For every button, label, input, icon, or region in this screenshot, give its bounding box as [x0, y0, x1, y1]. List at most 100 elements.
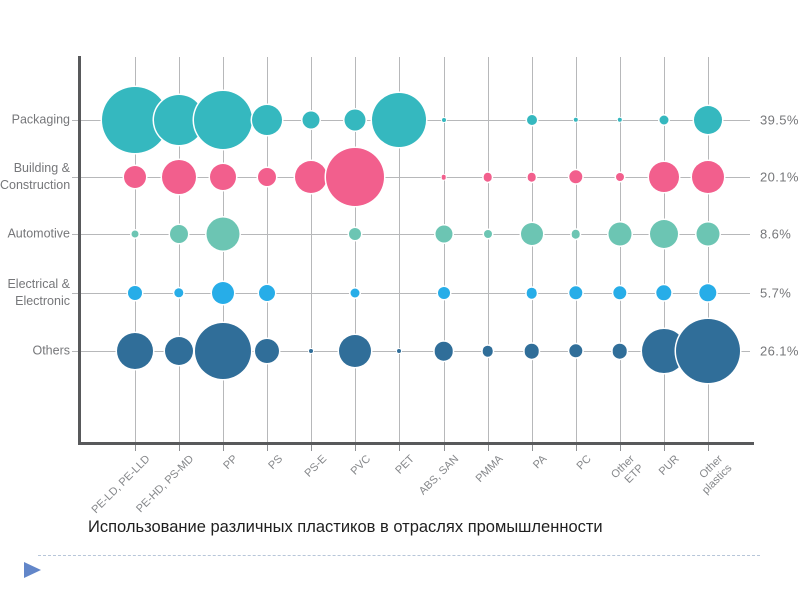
x-axis-tick: [355, 444, 357, 451]
bubble: [441, 174, 446, 180]
gridline-horizontal: [72, 234, 750, 235]
x-axis-tick: [531, 444, 533, 451]
gridline-vertical: [708, 57, 709, 442]
bubble: [659, 115, 669, 125]
gridline-vertical: [531, 57, 533, 442]
bubble: [613, 286, 627, 300]
bubble: [676, 319, 740, 383]
row-label: Building & Construction: [0, 161, 71, 192]
x-axis-label: ABS, SAN: [416, 453, 462, 498]
row-label: Packaging: [11, 112, 70, 127]
bubble: [194, 91, 253, 149]
row-share-label: 20.1%: [760, 169, 799, 185]
bubble: [520, 223, 543, 245]
bubble: [117, 333, 153, 369]
bubble: [255, 339, 280, 363]
gridline-vertical: [135, 57, 136, 442]
row-share-label: 8.6%: [760, 226, 792, 242]
x-axis-label: PUR: [656, 453, 682, 478]
x-axis-label: PC: [573, 453, 594, 473]
x-axis-label: PS-E: [302, 453, 329, 480]
gridline-vertical: [267, 57, 269, 442]
bubble: [612, 343, 628, 359]
bubble: [349, 228, 362, 240]
gridline-vertical: [663, 57, 665, 442]
bubble: [617, 117, 623, 123]
gridline-vertical: [619, 57, 621, 442]
bubble: [309, 349, 314, 353]
bubble: [441, 118, 446, 122]
x-axis-tick: [487, 444, 489, 451]
x-axis-label: Other ETP: [609, 453, 647, 486]
bubble: [656, 285, 672, 301]
bubble: [258, 168, 277, 186]
bubble: [252, 105, 283, 135]
bubble: [699, 284, 717, 302]
bubble: [483, 172, 492, 182]
bubble: [696, 222, 720, 246]
bubble: [206, 217, 240, 251]
x-axis-tick: [663, 444, 665, 451]
row-label: Others: [32, 343, 70, 358]
bubble: [397, 349, 402, 353]
x-axis-label: PP: [221, 453, 241, 472]
x-axis-label: PS: [265, 453, 285, 472]
gridline-horizontal: [72, 293, 750, 294]
x-axis-tick: [135, 444, 136, 451]
bubble: [350, 288, 360, 298]
x-axis-tick: [179, 444, 181, 451]
bubble: [483, 230, 492, 238]
bubble: [524, 343, 539, 359]
bubble: [435, 225, 453, 243]
play-triangle-icon: [24, 562, 41, 578]
x-axis-label: PET: [393, 453, 417, 477]
bubble: [295, 161, 328, 193]
bubble: [372, 93, 427, 147]
y-axis-line: [78, 56, 81, 444]
bubble: [527, 172, 536, 182]
bubble: [437, 287, 450, 299]
gridline-horizontal: [72, 177, 750, 178]
bubble: [571, 229, 581, 239]
row-share-label: 39.5%: [760, 112, 799, 128]
x-axis-label: PVC: [348, 453, 373, 478]
gridline-vertical: [179, 57, 181, 442]
gridline-vertical: [443, 57, 445, 442]
bubble: [569, 344, 583, 358]
bubble: [434, 341, 453, 361]
bubble: [131, 230, 139, 238]
x-axis-tick: [267, 444, 269, 451]
x-axis-label: Other plastics: [697, 453, 735, 497]
bubble: [526, 115, 537, 125]
gridline-vertical: [311, 57, 313, 442]
bubble: [162, 160, 197, 194]
x-axis-tick: [575, 444, 577, 451]
row-share-label: 26.1%: [760, 343, 799, 359]
bubble: [302, 111, 320, 129]
bubble: [170, 225, 189, 243]
bubble: [482, 345, 493, 357]
row-label: Automotive: [7, 226, 70, 241]
bubble: [339, 335, 372, 367]
bubble: [573, 117, 578, 123]
bubble: [326, 148, 385, 206]
bubble: [648, 162, 679, 192]
gridline-vertical: [575, 57, 577, 442]
bubble: [344, 109, 366, 131]
gridline-vertical: [399, 57, 401, 442]
bubble: [569, 170, 583, 184]
x-axis-tick: [223, 444, 225, 451]
bubble: [526, 287, 537, 299]
x-axis-line: [78, 442, 754, 445]
x-axis-tick: [443, 444, 445, 451]
bubble: [649, 220, 678, 248]
x-axis-tick: [311, 444, 313, 451]
bubble: [128, 286, 142, 300]
bubble: [615, 173, 624, 181]
bubble: [210, 164, 237, 190]
chart-title: Использование различных пластиков в отра…: [88, 518, 603, 536]
x-axis-label: PA: [530, 453, 550, 472]
bubble: [195, 323, 252, 379]
